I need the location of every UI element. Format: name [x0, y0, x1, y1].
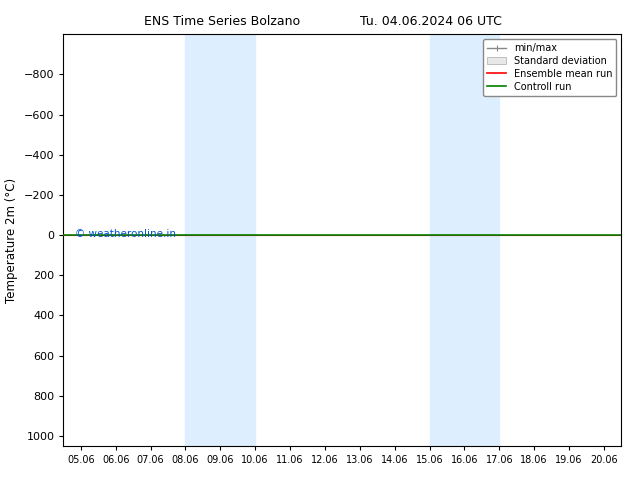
- Bar: [185, 34, 255, 446]
- Y-axis label: Temperature 2m (°C): Temperature 2m (°C): [5, 177, 18, 303]
- Legend: min/max, Standard deviation, Ensemble mean run, Controll run: min/max, Standard deviation, Ensemble me…: [483, 39, 616, 96]
- Bar: [429, 34, 500, 446]
- Text: ENS Time Series Bolzano: ENS Time Series Bolzano: [144, 15, 300, 28]
- Text: © weatheronline.in: © weatheronline.in: [75, 229, 176, 239]
- Text: Tu. 04.06.2024 06 UTC: Tu. 04.06.2024 06 UTC: [360, 15, 502, 28]
